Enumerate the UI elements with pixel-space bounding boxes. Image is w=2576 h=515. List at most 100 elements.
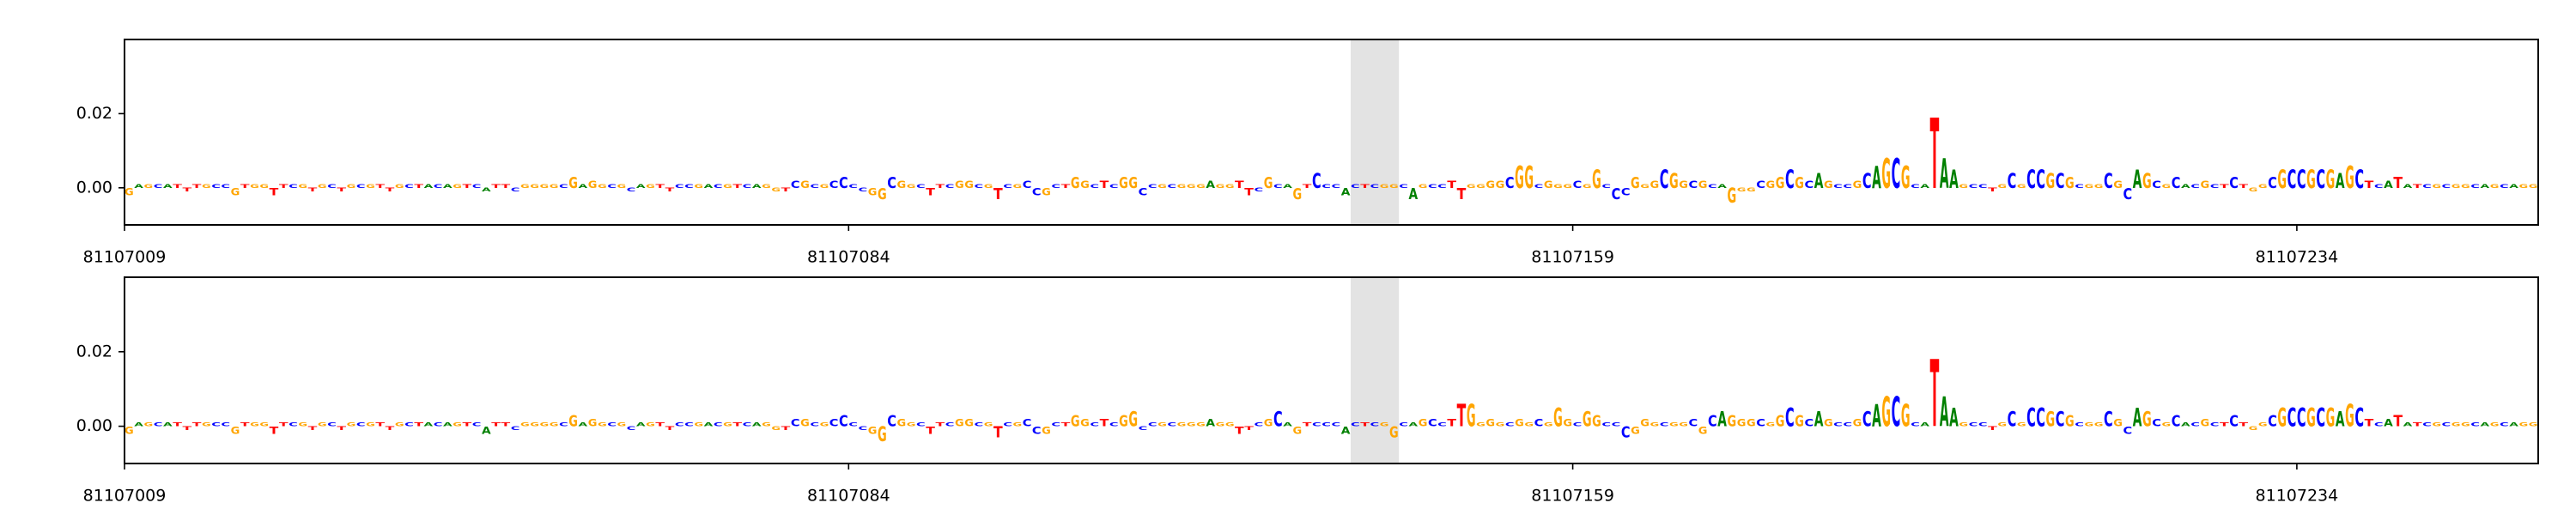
logo-letter: C (2470, 421, 2480, 427)
logo-letter: A (2133, 403, 2142, 433)
logo-letter: G (1679, 421, 1688, 427)
logo-letter: A (424, 183, 434, 189)
logo-letter: G (2345, 397, 2354, 433)
logo-letter: G (1853, 179, 1862, 191)
logo-letter: G (1187, 421, 1196, 427)
logo-letter: C (511, 425, 520, 431)
logo-letter: G (231, 424, 240, 436)
logo-letter: C (1399, 421, 1408, 427)
logo-letter: T (1457, 397, 1467, 433)
logo-letter: G (723, 183, 732, 189)
logo-letter: C (1437, 421, 1447, 427)
logo-letter: G (1563, 417, 1572, 429)
logo-letter: G (453, 183, 462, 189)
logo-letter: C (434, 183, 443, 189)
logo-letter: C (2172, 412, 2181, 430)
logo-letter: C (1312, 421, 1321, 427)
logo-letter: T (491, 183, 501, 189)
logo-letter: C (221, 183, 230, 189)
logo-letter: A (752, 183, 762, 189)
logo-letter: G (2017, 183, 2026, 189)
logo-letter: C (1756, 417, 1765, 429)
logo-letter: C (1612, 185, 1621, 203)
logo-letter: C (1689, 179, 1698, 191)
logo-letter: G (530, 421, 539, 427)
logo-letter: G (1389, 423, 1399, 441)
y-tick-label: 0.00 (76, 178, 112, 197)
logo-letter: A (1717, 408, 1727, 431)
logo-letter: C (2152, 417, 2161, 429)
y-tick-label: 0.02 (76, 104, 112, 123)
x-tick-label: 81107084 (807, 487, 890, 506)
logo-letter: G (1959, 183, 1968, 189)
logo-letter: C (221, 421, 230, 427)
logo-letter: G (2113, 417, 2123, 429)
logo-letter: G (550, 183, 559, 189)
logo-letter: G (231, 185, 240, 197)
logo-letter: C (2374, 183, 2384, 189)
logo-letter: C (356, 183, 366, 189)
logo-letter: T (1244, 185, 1254, 197)
logo-letter: C (289, 183, 298, 189)
logo-letter: C (1833, 183, 1843, 189)
logo-letter: G (2249, 187, 2258, 193)
logo-letter: C (1969, 183, 1978, 189)
logo-letter: T (1988, 187, 1997, 193)
logo-letter: T (386, 425, 395, 431)
logo-letter: G (2519, 421, 2529, 427)
logo-letter: T (240, 421, 250, 427)
logo-letter: T (1244, 425, 1254, 431)
logo-letter: G (318, 183, 327, 189)
logo-letter: G (955, 179, 964, 191)
logo-letter: T (935, 421, 945, 427)
logo-letter: A (1949, 165, 1959, 194)
logo-letter: C (1621, 185, 1631, 197)
logo-letter: G (1496, 179, 1505, 191)
logo-letter: T (993, 185, 1003, 203)
logo-letter: G (2326, 165, 2336, 194)
logo-letter: C (356, 421, 366, 427)
logo-letter: C (327, 421, 337, 427)
logo-letter: T (414, 183, 423, 189)
logo-letter: C (2190, 421, 2200, 427)
logo-letter: C (2104, 169, 2113, 192)
logo-letter: C (1573, 421, 1583, 427)
logo-letter: G (878, 422, 887, 445)
logo-letter: G (2046, 408, 2056, 431)
logo-letter: C (2316, 165, 2325, 194)
logo-letter: G (771, 425, 781, 431)
logo-letter: G (1071, 412, 1080, 430)
logo-letter: C (404, 421, 414, 427)
logo-letter: G (2142, 408, 2152, 431)
logo-letter: C (1139, 425, 1148, 431)
logo-letter: C (1090, 421, 1099, 427)
logo-letter: G (1467, 397, 1476, 433)
logo-letter: G (1515, 160, 1524, 196)
logo-letter: T (1303, 183, 1312, 189)
logo-letter: C (1785, 165, 1795, 194)
logo-letter: T (240, 183, 250, 189)
logo-letter: G (1080, 417, 1090, 429)
logo-letter: G (1380, 183, 1389, 189)
logo-letter: G (298, 183, 307, 189)
logo-letter: A (2384, 179, 2393, 191)
logo-letter: C (1370, 183, 1379, 189)
logo-letter: G (964, 417, 974, 429)
logo-letter: T (375, 421, 385, 427)
logo-letter: G (1728, 185, 1737, 208)
logo-letter: C (434, 421, 443, 427)
logo-letter: T (1360, 421, 1370, 427)
logo-letter: A (2181, 183, 2190, 189)
logo-letter: C (1892, 389, 1901, 436)
logo-letter: C (945, 421, 955, 427)
logo-letter: G (1264, 173, 1273, 191)
logo-letter: G (2200, 179, 2209, 191)
logo-letter: G (366, 421, 375, 427)
x-tick-label: 81107159 (1531, 487, 1614, 506)
logo-letter: A (1408, 185, 1418, 203)
logo-letter: A (1814, 169, 1824, 192)
logo-letter: G (723, 421, 732, 427)
logo-letter: A (704, 421, 714, 427)
